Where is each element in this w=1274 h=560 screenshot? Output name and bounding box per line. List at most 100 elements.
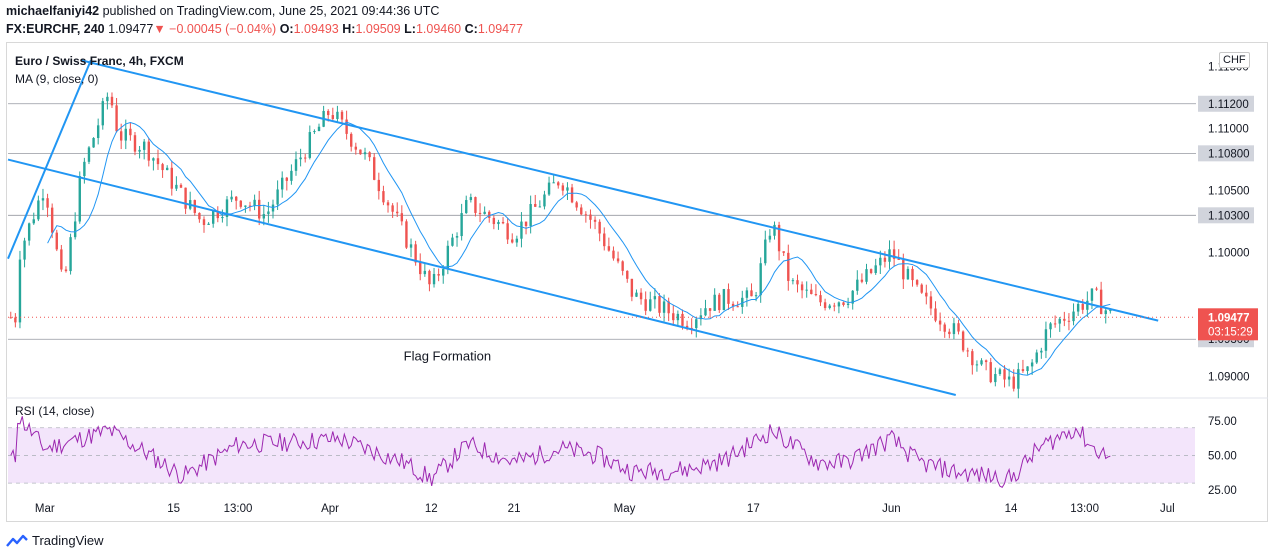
candle-body [506,223,509,240]
candle-body [925,292,928,297]
candle-body [460,213,463,237]
candle-body [892,249,896,259]
candle-body [234,196,238,201]
candle-body [846,303,850,305]
candle-body [975,364,979,366]
flag-formation-annotation: Flag Formation [404,348,491,363]
candle-body [497,221,500,225]
candle-body [400,213,404,222]
y-tick-label: 1.11000 [1208,124,1249,136]
candle-body [543,194,546,207]
candle-body [1090,288,1094,301]
candle-body [465,200,468,214]
candle-body [727,289,730,304]
candle-body [106,96,109,102]
candle-body [1058,318,1061,324]
candle-body [313,131,316,133]
currency-badge[interactable]: CHF [1219,52,1250,68]
candle-body [1049,323,1052,330]
candle-body [1076,303,1080,312]
candle-body [515,238,519,243]
candle-body [782,251,785,253]
candle-body [428,270,431,285]
candle-body [451,237,454,246]
candle-body [124,128,127,141]
candle-body [741,297,744,307]
candle-body [911,268,914,281]
candle-body [1017,369,1020,389]
candle-body [276,189,279,205]
candle-body [281,177,284,190]
candle-body [110,96,114,106]
candle-body [253,199,256,206]
candle-body [915,280,919,285]
candle-body [1003,369,1006,380]
trendline-flagpole [7,60,92,260]
x-tick-label: 15 [167,503,180,515]
rsi-tick-label: 50.00 [1208,450,1237,462]
candle-body [800,284,804,291]
candle-body [612,250,615,259]
candle-body [796,280,799,285]
x-tick-label: Jun [882,503,901,515]
candle-body [336,111,339,119]
candle-body [262,214,266,219]
candle-body [156,158,160,165]
tradingview-logo[interactable]: TradingView [6,533,104,548]
candle-body [589,214,592,220]
candle-body [552,182,555,184]
candle-body [1012,376,1015,389]
candle-body [851,290,854,304]
y-tick-label: 1.10500 [1208,186,1250,198]
candle-body [736,306,739,308]
candle-body [598,221,601,234]
candle-body [810,289,813,295]
candle-body [626,270,629,279]
candle-body [354,146,358,150]
candle-body [561,185,565,191]
low-label: L: [404,22,416,36]
candle-body [828,305,831,309]
candle-body [230,196,233,200]
candle-body [662,301,666,313]
candle-body [216,210,219,219]
candle-body [695,319,698,329]
candle-body [524,221,528,226]
candle-body [1081,303,1084,310]
candle-body [1021,369,1025,372]
candle-body [745,290,749,298]
candle-body [9,317,12,319]
candle-body [27,223,31,241]
candle-body [658,296,661,313]
candle-body [409,244,413,248]
candle-body [1053,323,1057,325]
candle-body [308,132,312,158]
candle-body [722,289,726,311]
candle-body [1086,300,1089,310]
candle-body [681,313,684,326]
ma-legend: MA (9, close, 0) [15,72,99,86]
candle-body [1044,329,1048,351]
level-label-bg [1198,145,1254,162]
x-tick-label: 13:00 [224,503,253,515]
candle-body [649,299,652,311]
candle-body [593,219,597,222]
candle-body [345,119,348,134]
candle-body [607,246,611,251]
author-name: michaelfaniyi42 [6,4,100,18]
candle-body [938,320,942,325]
chart-canvas[interactable]: 1.115001.112001.110001.108001.105001.103… [0,0,1274,530]
rsi-tick-label: 75.00 [1208,416,1237,428]
candle-body [948,331,951,335]
candle-body [952,323,956,335]
candle-body [60,249,63,270]
last-price: 1.09477 [108,22,154,36]
candle-body [221,216,224,219]
candle-body [934,308,937,321]
brand-name: TradingView [32,533,104,548]
tradingview-icon [6,534,28,547]
candle-body [78,176,81,222]
candle-body [14,317,17,323]
candle-body [708,308,712,311]
y-tick-label: 1.10800 [1208,148,1250,160]
